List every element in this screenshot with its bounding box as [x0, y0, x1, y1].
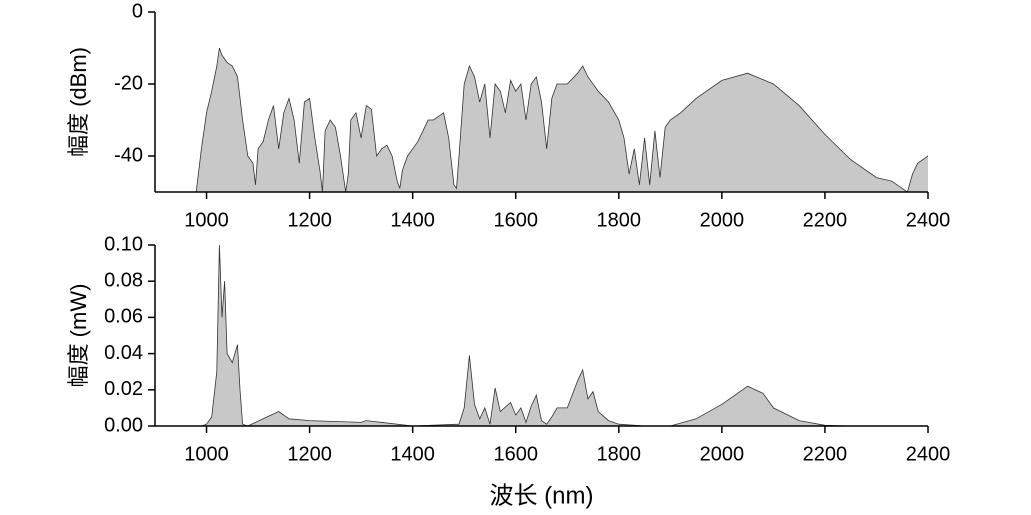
y-tick-label: 0.08 — [104, 269, 143, 291]
y-tick-label: 0.04 — [104, 342, 143, 364]
x-tick-label: 1000 — [184, 209, 229, 231]
x-tick-label: 2400 — [906, 209, 951, 231]
y-tick-label: 0.02 — [104, 378, 143, 400]
area-outline — [195, 47, 928, 192]
x-tick-label: 1800 — [597, 443, 642, 465]
area-fill — [201, 245, 928, 426]
x-tick-label: 1800 — [597, 209, 642, 231]
area-fill — [196, 48, 928, 192]
x-tick-label: 2000 — [700, 443, 745, 465]
x-tick-label: 1200 — [287, 209, 332, 231]
y-tick-label: 0.06 — [104, 306, 143, 328]
x-tick-label: 2200 — [803, 209, 848, 231]
x-tick-label: 1600 — [493, 209, 538, 231]
x-tick-label: 1400 — [390, 209, 435, 231]
y-tick-label: -40 — [114, 144, 143, 166]
x-tick-label: 1600 — [493, 443, 538, 465]
y-tick-label: 0 — [132, 0, 143, 22]
x-tick-label: 1000 — [184, 443, 229, 465]
x-tick-label: 2200 — [803, 443, 848, 465]
y-tick-label: -20 — [114, 72, 143, 94]
x-tick-label: 2000 — [700, 209, 745, 231]
area-outline — [201, 245, 928, 426]
y-tick-label: 0.10 — [104, 233, 143, 255]
y-tick-label: 0.00 — [104, 414, 143, 436]
y-axis-title: 幅度 (dBm) — [66, 47, 91, 157]
x-tick-label: 1400 — [390, 443, 435, 465]
x-tick-label: 2400 — [906, 443, 951, 465]
x-tick-label: 1200 — [287, 443, 332, 465]
x-axis-title: 波长 (nm) — [490, 482, 594, 509]
y-axis-title: 幅度 (mW) — [66, 284, 91, 388]
